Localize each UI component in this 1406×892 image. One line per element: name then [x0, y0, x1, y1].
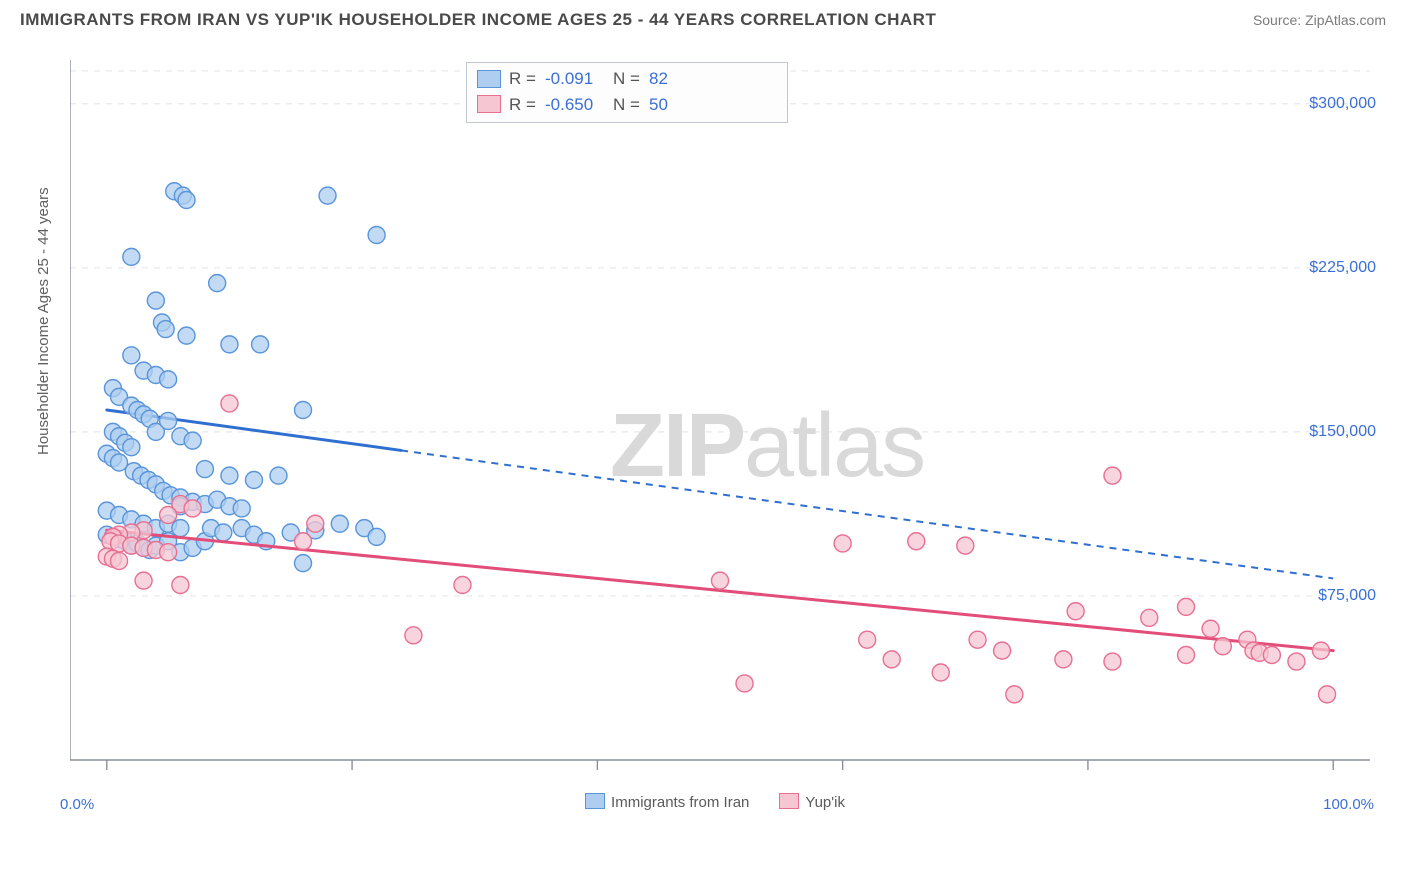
correlation-stats-box: R = -0.091 N = 82 R = -0.650 N = 50 [466, 62, 788, 123]
data-point [1263, 647, 1280, 664]
data-point [252, 336, 269, 353]
data-point [270, 467, 287, 484]
data-point [160, 371, 177, 388]
stat-value-n: 50 [649, 92, 709, 118]
y-tick-label: $75,000 [1318, 587, 1376, 605]
data-point [319, 187, 336, 204]
data-point [1214, 638, 1231, 655]
data-point [454, 577, 471, 594]
data-point [834, 535, 851, 552]
data-point [172, 520, 189, 537]
y-tick-label: $225,000 [1309, 259, 1376, 277]
data-point [712, 572, 729, 589]
scatter-plot [70, 60, 1370, 775]
legend-label: Immigrants from Iran [611, 794, 749, 811]
data-point [331, 515, 348, 532]
y-tick-label: $150,000 [1309, 423, 1376, 441]
data-point [221, 467, 238, 484]
data-point [221, 395, 238, 412]
data-point [1178, 647, 1195, 664]
data-point [368, 528, 385, 545]
stat-value-n: 82 [649, 66, 709, 92]
chart-source: Source: ZipAtlas.com [1253, 12, 1386, 28]
data-point [160, 544, 177, 561]
data-point [1006, 686, 1023, 703]
data-point [1178, 598, 1195, 615]
legend-item: Immigrants from Iran [585, 793, 749, 811]
legend-swatch [477, 95, 501, 113]
data-point [295, 555, 312, 572]
y-axis-label: Householder Income Ages 25 - 44 years [35, 187, 52, 455]
data-point [307, 515, 324, 532]
data-point [111, 552, 128, 569]
x-axis-min-label: 0.0% [60, 796, 94, 813]
y-tick-label: $300,000 [1309, 95, 1376, 113]
data-point [196, 461, 213, 478]
data-point [1067, 603, 1084, 620]
stat-row: R = -0.650 N = 50 [477, 92, 777, 118]
chart-area: Householder Income Ages 25 - 44 years ZI… [50, 55, 1380, 815]
data-point [123, 248, 140, 265]
data-point [405, 627, 422, 644]
data-point [233, 500, 250, 517]
data-point [1055, 651, 1072, 668]
data-point [215, 524, 232, 541]
data-point [111, 454, 128, 471]
data-point [172, 577, 189, 594]
data-point [123, 439, 140, 456]
stat-label-r: R = [509, 92, 537, 118]
data-point [859, 631, 876, 648]
data-point [908, 533, 925, 550]
data-point [209, 275, 226, 292]
legend-label: Yup'ik [805, 794, 845, 811]
data-point [957, 537, 974, 554]
data-point [160, 412, 177, 429]
legend-swatch [585, 793, 605, 809]
data-point [123, 347, 140, 364]
data-point [1288, 653, 1305, 670]
chart-title: IMMIGRANTS FROM IRAN VS YUP'IK HOUSEHOLD… [20, 10, 936, 30]
data-point [157, 321, 174, 338]
chart-header: IMMIGRANTS FROM IRAN VS YUP'IK HOUSEHOLD… [0, 0, 1406, 40]
data-point [178, 192, 195, 209]
stat-row: R = -0.091 N = 82 [477, 66, 777, 92]
stat-label-n: N = [613, 66, 641, 92]
data-point [368, 227, 385, 244]
stat-label-r: R = [509, 66, 537, 92]
data-point [1104, 653, 1121, 670]
legend-swatch [779, 793, 799, 809]
data-point [994, 642, 1011, 659]
data-point [184, 432, 201, 449]
data-point [295, 402, 312, 419]
series-legend: Immigrants from Iran Yup'ik [50, 793, 1380, 811]
data-point [147, 292, 164, 309]
data-point [969, 631, 986, 648]
data-point [178, 327, 195, 344]
stat-value-r: -0.091 [545, 66, 605, 92]
data-point [1202, 620, 1219, 637]
x-axis-max-label: 100.0% [1323, 796, 1374, 813]
data-point [135, 572, 152, 589]
data-point [245, 472, 262, 489]
data-point [1312, 642, 1329, 659]
data-point [932, 664, 949, 681]
data-point [736, 675, 753, 692]
data-point [1141, 609, 1158, 626]
data-point [221, 336, 238, 353]
legend-swatch [477, 70, 501, 88]
data-point [295, 533, 312, 550]
data-point [1319, 686, 1336, 703]
data-point [1104, 467, 1121, 484]
legend-item: Yup'ik [779, 793, 845, 811]
stat-value-r: -0.650 [545, 92, 605, 118]
data-point [160, 507, 177, 524]
data-point [184, 500, 201, 517]
data-point [883, 651, 900, 668]
stat-label-n: N = [613, 92, 641, 118]
